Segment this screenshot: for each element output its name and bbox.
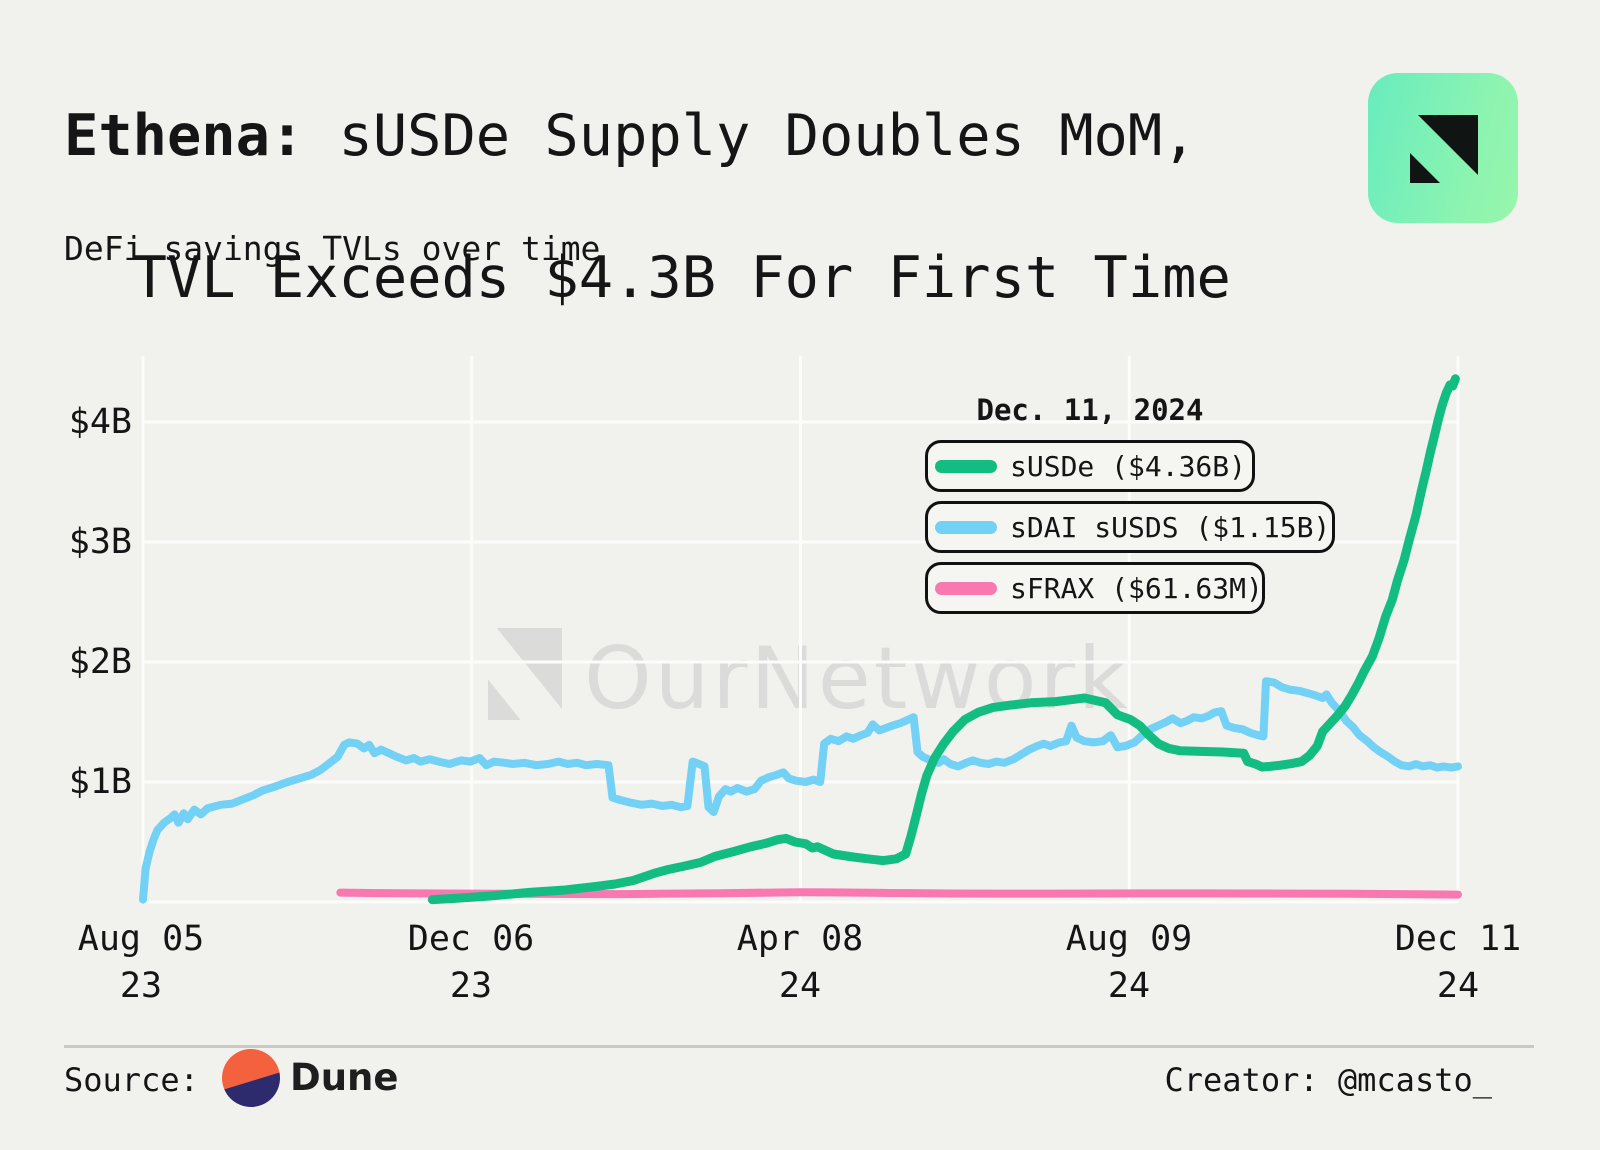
y-tick-4b: $4B <box>68 402 132 442</box>
ournetwork-n-icon <box>1410 115 1478 183</box>
footer-divider <box>64 1045 1534 1048</box>
susde-swatch-icon <box>935 459 997 473</box>
legend-label: sDAI sUSDS ($1.15B) <box>1010 510 1331 544</box>
watermark-text: OurNetwork <box>584 629 1131 729</box>
legend-label: sUSDe ($4.36B) <box>1010 449 1247 483</box>
legend-label: sFRAX ($61.63M) <box>1010 571 1263 605</box>
title-line1-rest: sUSDe Supply Doubles MoM, <box>304 103 1197 170</box>
title-line2: TVL Exceeds $4.3B For First Time <box>132 245 1231 312</box>
legend-item-sfrax: sFRAX ($61.63M) <box>925 562 1265 614</box>
dune-logo-icon <box>222 1049 280 1107</box>
source-label: Source: <box>64 1061 199 1099</box>
title-line1: Ethena: sUSDe Supply Doubles MoM, <box>64 103 1196 169</box>
creator-credit: Creator: @mcasto_ <box>1164 1061 1492 1099</box>
x-tick-aug09: Aug 09 24 <box>1065 919 1193 1006</box>
x-tick-dec06: Dec 06 23 <box>407 919 535 1006</box>
series-line-sdai-susds <box>139 677 1462 904</box>
sfrax-swatch-icon <box>935 581 997 595</box>
x-tick-apr08: Apr 08 24 <box>736 919 864 1006</box>
chart-subtitle: DeFi savings TVLs over time <box>64 229 601 268</box>
gridlines <box>141 356 1460 904</box>
legend-item-sdai-susds: sDAI sUSDS ($1.15B) <box>925 501 1335 553</box>
series-line-susde <box>427 374 1460 905</box>
y-tick-3b: $3B <box>68 522 132 562</box>
watermark: OurNetwork <box>488 628 1131 729</box>
source-name: Dune <box>290 1056 399 1099</box>
x-tick-dec11: Dec 11 24 <box>1394 919 1522 1006</box>
page-title: Ethena: sUSDe Supply Doubles MoM, TVL Ex… <box>64 101 1231 314</box>
ournetwork-logo <box>1368 73 1518 223</box>
legend-date-label: Dec. 11, 2024 <box>976 393 1204 427</box>
y-tick-2b: $2B <box>68 642 132 682</box>
y-tick-1b: $1B <box>68 762 132 802</box>
legend-item-susde: sUSDe ($4.36B) <box>925 440 1255 492</box>
sdai-swatch-icon <box>935 520 997 534</box>
watermark-n-icon <box>488 628 562 720</box>
title-project-name: Ethena: <box>64 103 305 170</box>
x-tick-aug05: Aug 05 23 <box>77 919 205 1006</box>
series-layer <box>139 374 1462 905</box>
